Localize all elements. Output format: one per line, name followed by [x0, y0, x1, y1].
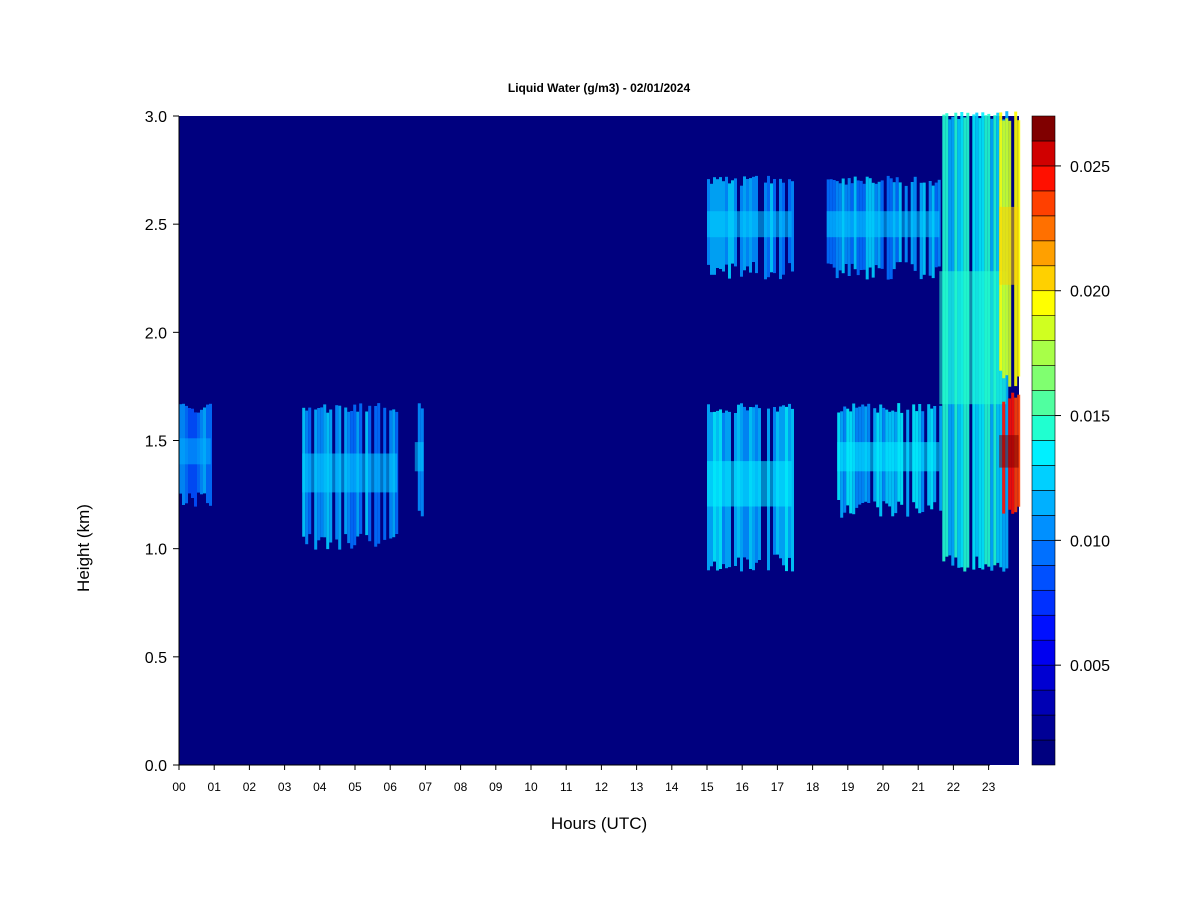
x-tick-label: 21: [912, 780, 926, 794]
colorbar-segment: [1031, 365, 1056, 391]
heatmap-cell: [837, 442, 940, 472]
colorbar-segment: [1031, 290, 1056, 316]
x-tick-label: 23: [982, 780, 996, 794]
colorbar-segment: [1031, 565, 1056, 591]
x-tick-label: 14: [665, 780, 679, 794]
colorbar-segment: [1031, 540, 1056, 566]
colorbar-segment: [1031, 390, 1056, 416]
heatmap-cell: [179, 438, 211, 465]
heatmap-cell: [1017, 120, 1021, 377]
heatmap-cell: [414, 442, 424, 472]
colorbar-segment: [1031, 589, 1056, 616]
colorbar-tick-label: 0.015: [1070, 409, 1110, 426]
colorbar-ticks: 0.005 0.010 0.015 0.020 0.025: [1055, 159, 1110, 675]
x-tick-label: 00: [172, 780, 186, 794]
heatmap-cell: [1017, 394, 1021, 507]
y-axis-label: Height (km): [74, 504, 93, 592]
colorbar-segment: [1031, 140, 1056, 167]
colorbar-segment: [1031, 240, 1056, 267]
x-tick-label: 18: [806, 780, 820, 794]
colorbar-tick-label: 0.010: [1070, 533, 1110, 550]
x-tick-label: 01: [208, 780, 222, 794]
x-tick-label: 05: [348, 780, 362, 794]
colorbar-segment: [1031, 415, 1056, 441]
x-tick-label: 02: [243, 780, 257, 794]
colorbar-segment: [1031, 440, 1056, 466]
colorbar-segment: [1031, 215, 1056, 242]
colorbar-segment: [1031, 315, 1056, 341]
heatmap-cell: [707, 461, 792, 507]
colorbar-segment: [1031, 265, 1056, 292]
x-tick-label: 10: [524, 780, 538, 794]
colorbar-tick-label: 0.005: [1070, 658, 1110, 675]
heatmap-cell: [939, 271, 1007, 405]
heatmap-cell: [791, 408, 794, 572]
colorbar-segment: [1031, 465, 1056, 491]
colorbar-segment: [1031, 614, 1056, 641]
chart-title: Liquid Water (g/m3) - 02/01/2024: [508, 81, 691, 95]
heatmap-cell: [707, 211, 792, 238]
y-tick-label: 2.0: [145, 325, 167, 342]
y-tick-label: 0.0: [145, 758, 167, 775]
heatmap-cell: [302, 453, 398, 493]
x-tick-label: 13: [630, 780, 644, 794]
y-tick-label: 2.5: [145, 217, 167, 234]
colorbar-segment: [1031, 115, 1056, 142]
colorbar-tick-label: 0.025: [1070, 159, 1110, 176]
heatmap-cell: [999, 206, 1019, 285]
heatmap-plot-area: [178, 111, 1021, 766]
y-tick-label: 1.0: [145, 542, 167, 559]
heatmap-cell: [939, 405, 943, 511]
colorbar-segment: [1031, 664, 1056, 691]
heatmap-cell: [826, 211, 940, 238]
heatmap-cell: [999, 435, 1019, 468]
y-tick-label: 0.5: [145, 650, 167, 667]
x-axis-ticks: 00 01 02 03 04 05 06 07 08 09 10 11 12 13 14 15 16 17 18 19…: [172, 765, 996, 794]
x-tick-label: 12: [595, 780, 609, 794]
y-axis-ticks: 0.0 0.5 1.0 1.5 2.0 2.5 3.0: [145, 109, 179, 775]
colorbar-segment: [1031, 714, 1056, 741]
colorbar-segment: [1031, 165, 1056, 192]
x-tick-label: 22: [947, 780, 961, 794]
x-tick-label: 15: [700, 780, 714, 794]
colorbar-segment: [1031, 190, 1056, 217]
heatmap-cells: [179, 111, 1021, 572]
colorbar-segment: [1031, 739, 1056, 766]
colorbar-segment: [1031, 515, 1056, 541]
colorbar-segment: [1031, 689, 1056, 716]
colorbar-segment: [1031, 639, 1056, 666]
x-tick-label: 03: [278, 780, 292, 794]
x-tick-label: 11: [560, 780, 573, 794]
x-tick-label: 20: [876, 780, 890, 794]
x-tick-label: 17: [771, 780, 785, 794]
colorbar-segment: [1031, 490, 1056, 516]
colorbar-tick-label: 0.020: [1070, 284, 1110, 301]
x-tick-label: 09: [489, 780, 503, 794]
x-tick-label: 07: [419, 780, 433, 794]
x-tick-label: 06: [384, 780, 398, 794]
colorbar: [1031, 115, 1056, 766]
x-axis-label: Hours (UTC): [551, 814, 647, 833]
y-tick-label: 3.0: [145, 109, 167, 126]
x-tick-label: 08: [454, 780, 468, 794]
x-tick-label: 04: [313, 780, 327, 794]
x-tick-label: 19: [841, 780, 855, 794]
y-tick-label: 1.5: [145, 434, 167, 451]
heatmap-cell: [791, 181, 794, 272]
colorbar-segment: [1031, 340, 1056, 366]
x-tick-label: 16: [736, 780, 750, 794]
